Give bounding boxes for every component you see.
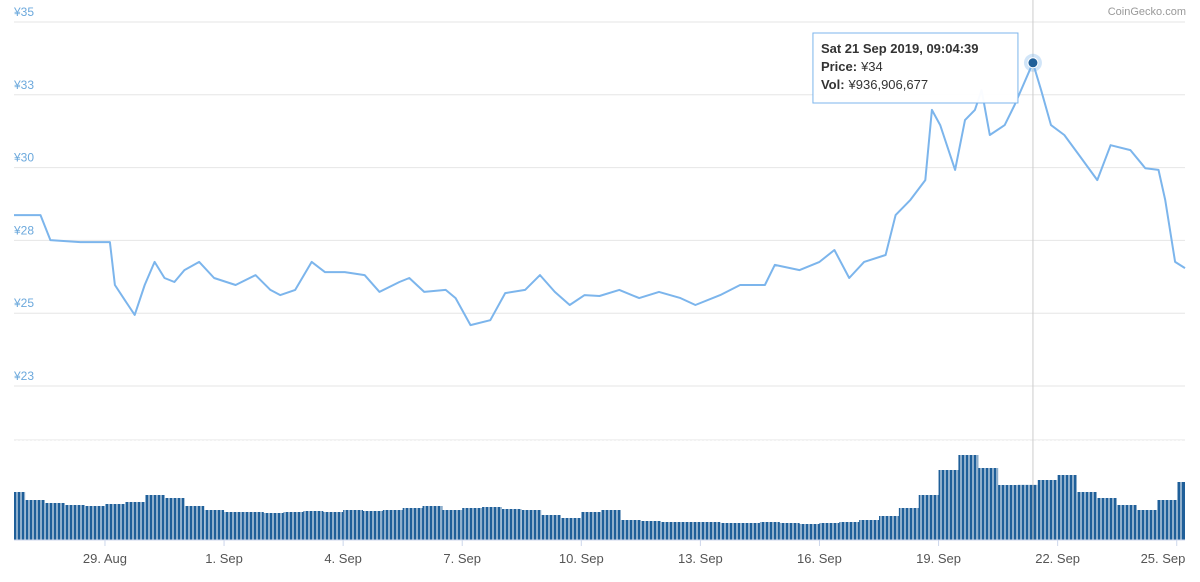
- tooltip-title: Sat 21 Sep 2019, 09:04:39: [821, 41, 979, 56]
- volume-bar: [65, 505, 86, 540]
- y-tick-label: ¥28: [13, 223, 34, 237]
- volume-bar: [124, 502, 145, 540]
- tooltip-row-label: Vol:: [821, 77, 845, 92]
- tooltip-row: Price: ¥34: [821, 59, 883, 74]
- volume-bar: [14, 492, 26, 540]
- y-tick-label: ¥25: [13, 296, 34, 310]
- x-tick-label: 25. Sep: [1141, 551, 1186, 566]
- x-tick-label: 10. Sep: [559, 551, 604, 566]
- x-tick-label: 4. Sep: [324, 551, 362, 566]
- tooltip: Sat 21 Sep 2019, 09:04:39 Price: ¥34 Vol: ¥9…: [812, 32, 1019, 104]
- volume-bar: [640, 521, 661, 540]
- volume-bar: [25, 500, 46, 540]
- tooltip-row-value: ¥34: [860, 59, 883, 74]
- x-tick-label: 22. Sep: [1035, 551, 1080, 566]
- x-tick-label: 7. Sep: [443, 551, 481, 566]
- y-tick-label: ¥35: [13, 5, 34, 19]
- source-credit: CoinGecko.com: [1108, 6, 1186, 18]
- x-tick-label: 29. Aug: [83, 551, 127, 566]
- y-tick-label: ¥23: [13, 369, 34, 383]
- volume-bar: [581, 512, 602, 540]
- volume-bar: [799, 524, 820, 540]
- tooltip-row-label: Price:: [821, 59, 857, 74]
- x-tick-label: 13. Sep: [678, 551, 723, 566]
- volume-bar: [1156, 500, 1177, 540]
- volume-bar: [45, 503, 66, 540]
- volume-bar: [601, 510, 622, 540]
- x-tick-label: 19. Sep: [916, 551, 961, 566]
- volume-bar: [938, 470, 959, 540]
- x-tick-label: 16. Sep: [797, 551, 842, 566]
- tooltip-row: Vol: ¥936,906,677: [821, 77, 928, 92]
- tooltip-row-value: ¥936,906,677: [848, 77, 929, 92]
- volume-bar: [541, 515, 562, 540]
- volume-bar: [621, 520, 641, 540]
- volume-bar: [144, 495, 165, 540]
- y-tick-label: ¥30: [13, 151, 34, 165]
- volume-bar: [104, 504, 125, 540]
- volume-bar: [422, 506, 443, 540]
- price-line: [14, 61, 1186, 327]
- volume-bar: [283, 512, 304, 540]
- volume-bar: [1077, 492, 1098, 540]
- volume-bar: [1117, 505, 1138, 540]
- volume-bar: [1137, 510, 1157, 540]
- x-tick-label: 1. Sep: [205, 551, 243, 566]
- volume-bar: [1097, 498, 1118, 540]
- tooltip-box: [812, 32, 1019, 104]
- volume-bar: [660, 522, 681, 540]
- volume-bar: [561, 518, 582, 540]
- volume-bar: [85, 506, 105, 540]
- hover-marker: [1027, 57, 1039, 69]
- y-tick-label: ¥33: [13, 78, 34, 92]
- volume-bar: [680, 522, 701, 540]
